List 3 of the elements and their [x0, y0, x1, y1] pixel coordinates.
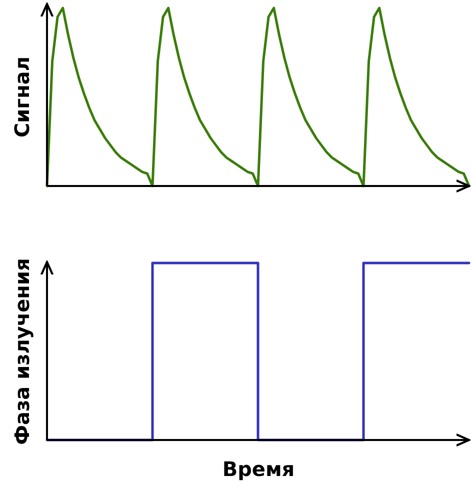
y-axis-title: Сигнал [10, 56, 34, 138]
x-axis-title: Время [222, 457, 295, 481]
y-axis-title: Фаза излучения [10, 258, 34, 445]
